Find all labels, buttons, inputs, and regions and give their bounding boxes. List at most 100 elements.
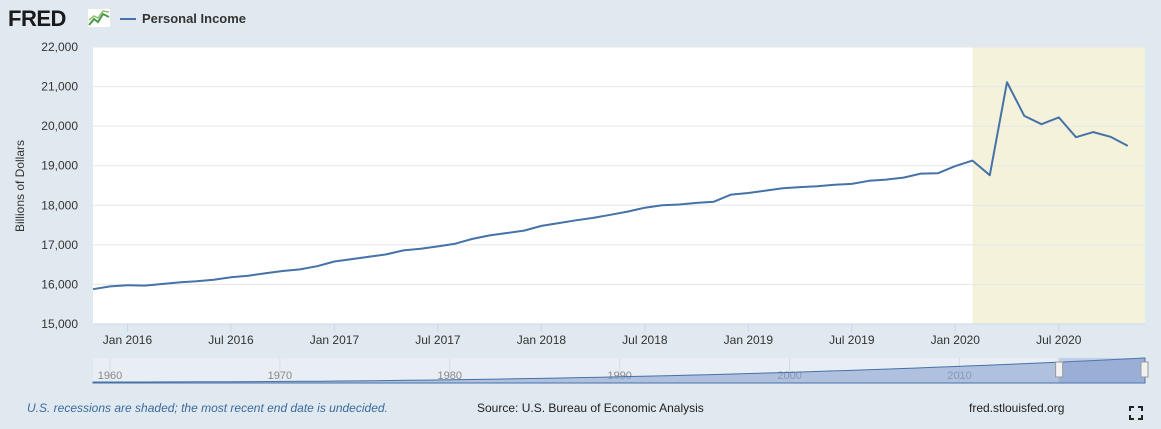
y-tick-label: 19,000 bbox=[41, 159, 78, 173]
data-point bbox=[782, 187, 784, 189]
data-point bbox=[489, 234, 491, 236]
data-point bbox=[903, 177, 905, 179]
x-tick-label: Jul 2019 bbox=[829, 333, 875, 347]
y-tick-label: 16,000 bbox=[41, 277, 78, 291]
data-point bbox=[558, 222, 560, 224]
x-tick-label: Jul 2016 bbox=[208, 333, 254, 347]
data-point bbox=[454, 243, 456, 245]
data-point bbox=[868, 180, 870, 182]
legend-label: Personal Income bbox=[142, 11, 247, 26]
data-point bbox=[195, 280, 197, 282]
fullscreen-icon[interactable] bbox=[1129, 406, 1143, 420]
range-navigator[interactable]: 196019701980199020002010 bbox=[92, 357, 1149, 384]
data-point bbox=[1058, 116, 1060, 118]
source-text: Source: U.S. Bureau of Economic Analysis bbox=[477, 401, 704, 415]
recession-note: U.S. recessions are shaded; the most rec… bbox=[27, 401, 388, 415]
data-point bbox=[1041, 123, 1043, 125]
y-tick-label: 20,000 bbox=[41, 119, 78, 133]
data-point bbox=[351, 258, 353, 260]
data-point bbox=[402, 249, 404, 251]
data-point bbox=[609, 214, 611, 216]
navigator-handle-left[interactable] bbox=[1055, 361, 1064, 378]
chart-line-logo-icon bbox=[87, 8, 111, 28]
data-point bbox=[316, 265, 318, 267]
data-point bbox=[178, 281, 180, 283]
x-tick-label: Jan 2016 bbox=[103, 333, 153, 347]
y-tick-label: 22,000 bbox=[41, 40, 78, 54]
x-tick-label: Jan 2017 bbox=[310, 333, 360, 347]
data-point bbox=[678, 203, 680, 205]
data-point bbox=[1075, 136, 1077, 138]
data-point bbox=[972, 160, 974, 162]
data-point bbox=[851, 183, 853, 185]
fred-logo[interactable]: FRED bbox=[8, 6, 66, 31]
data-point bbox=[213, 279, 215, 281]
navigator-tick-label: 1980 bbox=[438, 370, 462, 382]
x-tick-label: Jul 2017 bbox=[415, 333, 461, 347]
data-point bbox=[282, 270, 284, 272]
data-point bbox=[920, 173, 922, 175]
y-tick-label: 17,000 bbox=[41, 238, 78, 252]
navigator-tick-label: 1960 bbox=[98, 370, 122, 382]
data-point bbox=[471, 238, 473, 240]
navigator-selected-range[interactable] bbox=[1058, 358, 1145, 383]
navigator-tick-label: 1970 bbox=[268, 370, 292, 382]
data-point bbox=[661, 204, 663, 206]
data-point bbox=[747, 192, 749, 194]
y-tick-label: 18,000 bbox=[41, 198, 78, 212]
data-point bbox=[592, 217, 594, 219]
y-axis-ticks: 15,000 16,000 17,000 18,000 19,000 20,000 21,0… bbox=[41, 40, 78, 331]
data-point bbox=[368, 256, 370, 258]
series-line-personal-income[interactable] bbox=[92, 81, 1129, 291]
y-tick-label: 21,000 bbox=[41, 80, 78, 94]
data-point bbox=[420, 248, 422, 250]
navigator-handle-right[interactable] bbox=[1140, 361, 1149, 378]
data-point bbox=[816, 185, 818, 187]
x-tick-label: Jan 2019 bbox=[724, 333, 774, 347]
data-point bbox=[385, 253, 387, 255]
legend-swatch bbox=[120, 17, 136, 20]
data-point bbox=[247, 275, 249, 277]
chart[interactable]: 15,000 16,000 17,000 18,000 19,000 20,000 21,0… bbox=[0, 0, 1161, 395]
data-point bbox=[989, 174, 991, 176]
x-tick-label: Jan 2020 bbox=[931, 333, 981, 347]
data-point bbox=[1023, 115, 1025, 117]
data-point bbox=[730, 194, 732, 196]
data-point bbox=[437, 245, 439, 247]
chart-legend: Personal Income bbox=[120, 11, 246, 26]
data-point bbox=[1127, 145, 1129, 147]
chart-header: FRED Personal Income bbox=[0, 0, 1161, 40]
y-tick-label: 15,000 bbox=[41, 317, 78, 331]
data-point bbox=[696, 202, 698, 204]
data-point bbox=[230, 276, 232, 278]
data-point bbox=[126, 284, 128, 286]
data-point bbox=[1110, 136, 1112, 138]
data-point bbox=[834, 184, 836, 186]
data-point bbox=[523, 230, 525, 232]
x-tick-label: Jul 2018 bbox=[622, 333, 668, 347]
data-point bbox=[144, 285, 146, 287]
x-tick-label: Jan 2018 bbox=[517, 333, 567, 347]
data-point bbox=[1092, 131, 1094, 133]
data-point bbox=[109, 285, 111, 287]
data-point bbox=[627, 211, 629, 213]
data-point bbox=[713, 201, 715, 203]
data-point bbox=[333, 260, 335, 262]
plot-area bbox=[93, 47, 1145, 324]
data-point bbox=[299, 268, 301, 270]
data-point bbox=[575, 219, 577, 221]
data-point bbox=[161, 283, 163, 285]
navigator-series-area bbox=[92, 357, 1146, 384]
data-point bbox=[765, 190, 767, 192]
x-tick-label: Jul 2020 bbox=[1036, 333, 1082, 347]
data-point bbox=[92, 288, 94, 290]
site-link[interactable]: fred.stlouisfed.org bbox=[969, 401, 1065, 415]
data-point bbox=[954, 165, 956, 167]
data-point bbox=[937, 172, 939, 174]
data-point bbox=[644, 207, 646, 209]
x-axis-ticks: Jan 2016 Jul 2016 Jan 2017 Jul 2017 Jan 2018… bbox=[93, 323, 1145, 347]
data-point bbox=[885, 179, 887, 181]
data-point bbox=[799, 186, 801, 188]
data-point bbox=[264, 272, 266, 274]
data-point bbox=[1006, 81, 1008, 83]
